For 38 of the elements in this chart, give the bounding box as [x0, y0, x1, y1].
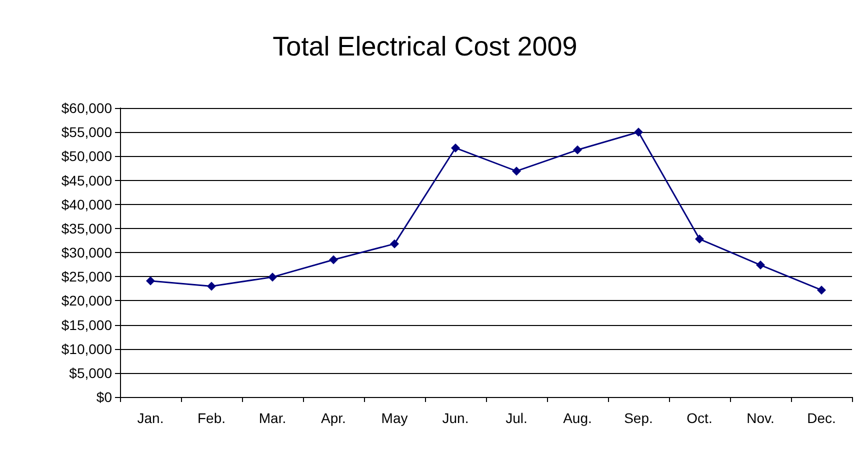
point — [268, 272, 277, 282]
point — [634, 128, 643, 137]
point — [512, 166, 521, 176]
point — [451, 143, 460, 152]
y-tick-label: $45,000 — [61, 172, 112, 188]
point — [695, 234, 704, 244]
point — [573, 145, 582, 154]
point — [817, 286, 826, 295]
x-tick-label: Mar. — [258, 410, 286, 426]
y-tick-label: $20,000 — [61, 292, 112, 309]
y-tick-label: $10,000 — [61, 340, 112, 357]
y-tick-label: $0 — [96, 389, 112, 405]
x-tick-label: Sep. — [624, 410, 653, 426]
y-tick-label: $55,000 — [61, 124, 112, 140]
chart-title: Total Electrical Cost 2009 — [272, 32, 578, 62]
y-tick-label: $50,000 — [61, 148, 112, 164]
y-tick-label: $40,000 — [61, 196, 112, 212]
y-tick-label: $60,000 — [61, 100, 112, 116]
point — [207, 282, 216, 291]
y-tick-label: $25,000 — [61, 268, 112, 285]
point — [146, 276, 155, 286]
x-tick-label: May — [381, 410, 408, 426]
y-tick-label: $30,000 — [61, 244, 112, 260]
x-tick-label: Dec. — [807, 410, 836, 426]
x-tick-label: Oct. — [686, 410, 712, 426]
x-tick-label: Nov. — [746, 410, 774, 426]
point — [756, 260, 765, 270]
y-tick-label: $5,000 — [69, 364, 112, 381]
x-tick-label: Apr. — [321, 410, 346, 426]
y-tick-label: $35,000 — [61, 220, 112, 236]
point — [329, 255, 338, 264]
y-tick-label: $15,000 — [61, 316, 112, 333]
point — [390, 239, 399, 248]
x-tick-label: Aug. — [563, 410, 592, 426]
x-tick-label: Feb. — [197, 410, 226, 426]
x-tick-label: Jun. — [442, 410, 469, 426]
x-tick-label: Jul. — [506, 410, 528, 426]
x-tick-label: Jan. — [137, 410, 164, 426]
